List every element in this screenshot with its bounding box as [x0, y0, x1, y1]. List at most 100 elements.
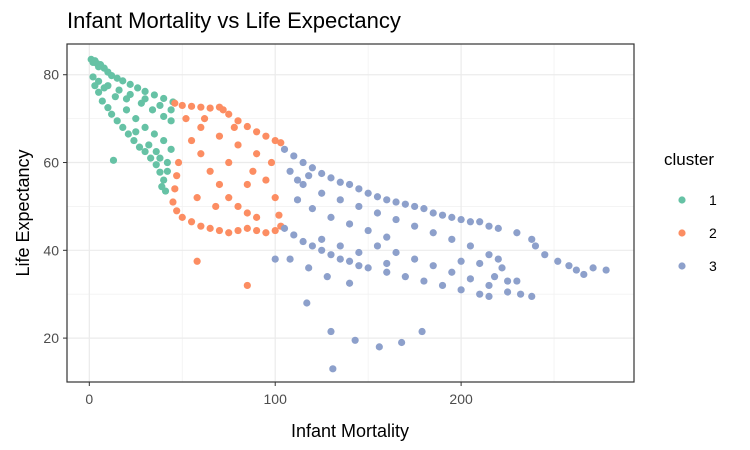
data-point [234, 202, 242, 211]
data-point [225, 194, 233, 202]
data-point [178, 101, 186, 110]
data-point [275, 211, 283, 219]
data-point [126, 80, 134, 88]
data-point [318, 246, 326, 254]
data-point [355, 262, 363, 270]
data-point [318, 235, 326, 243]
data-point [171, 99, 179, 107]
data-point [392, 198, 400, 206]
data-point [318, 169, 326, 178]
data-point [206, 104, 214, 112]
data-point [141, 87, 149, 96]
data-point [253, 150, 261, 158]
data-point [303, 299, 311, 307]
y-tick-label: 60 [43, 155, 59, 171]
data-point [429, 209, 437, 217]
data-point [411, 222, 419, 230]
data-point [267, 158, 276, 167]
legend-label-1: 1 [709, 192, 717, 208]
y-tick-label: 40 [43, 242, 59, 258]
data-point [318, 189, 326, 197]
data-point [383, 233, 391, 241]
data-point [243, 180, 251, 189]
data-point [364, 189, 372, 197]
data-point [323, 273, 331, 281]
data-point [234, 226, 242, 235]
data-point [305, 264, 313, 272]
data-point [466, 218, 475, 226]
data-point [513, 277, 521, 285]
data-point [141, 147, 149, 156]
data-point [141, 123, 149, 132]
legend-label-3: 3 [709, 258, 717, 274]
data-point [225, 110, 233, 118]
data-point [429, 262, 437, 270]
data-point [327, 251, 335, 259]
data-point [163, 167, 171, 175]
data-point [243, 281, 251, 290]
data-point [89, 73, 97, 81]
data-point [197, 150, 205, 158]
series-2 [169, 99, 285, 290]
data-point [109, 156, 118, 164]
data-point [351, 336, 359, 344]
data-point [271, 194, 279, 202]
data-point [160, 136, 168, 145]
data-point [132, 115, 140, 123]
data-point [104, 104, 112, 112]
data-point [262, 229, 270, 237]
data-point [517, 290, 525, 298]
data-point [345, 257, 354, 265]
data-point [420, 205, 428, 213]
data-point [156, 101, 164, 110]
data-point [271, 255, 279, 263]
data-point [147, 154, 155, 162]
data-point [429, 229, 437, 237]
data-point [182, 115, 190, 123]
data-point [280, 224, 289, 232]
data-point [457, 215, 465, 224]
series-1 [87, 55, 177, 195]
data-point [355, 202, 363, 211]
y-tick-label: 80 [43, 67, 59, 83]
data-point [494, 255, 502, 263]
y-axis-title: Life Expectancy [13, 149, 33, 276]
data-point [373, 193, 382, 201]
data-point [308, 242, 316, 250]
data-point [336, 242, 344, 250]
data-point [253, 213, 261, 221]
data-point [230, 123, 238, 132]
data-point [215, 132, 224, 140]
data-point [271, 226, 279, 235]
data-point [336, 255, 344, 263]
data-point [531, 242, 540, 250]
data-point [286, 167, 294, 175]
data-point [602, 266, 610, 274]
data-point [163, 158, 171, 167]
data-point [95, 88, 103, 96]
data-point [383, 259, 391, 268]
data-point [111, 93, 119, 101]
x-tick-label: 100 [264, 391, 288, 407]
data-point [554, 257, 562, 265]
data-point [498, 264, 506, 272]
data-point [375, 343, 383, 351]
data-point [345, 279, 354, 287]
data-point [305, 172, 313, 180]
data-point [398, 338, 406, 347]
legend-label-2: 2 [709, 225, 717, 241]
grid [67, 44, 634, 383]
data-point [243, 122, 251, 131]
data-point [476, 259, 484, 268]
data-point [173, 172, 181, 180]
data-point [293, 196, 302, 204]
data-point [225, 229, 233, 237]
data-point [299, 237, 307, 246]
data-point [355, 248, 363, 257]
data-point [141, 95, 149, 103]
data-point [152, 161, 160, 169]
data-point [277, 139, 285, 147]
data-point [234, 117, 242, 125]
data-point [327, 327, 335, 336]
data-point [132, 128, 140, 136]
